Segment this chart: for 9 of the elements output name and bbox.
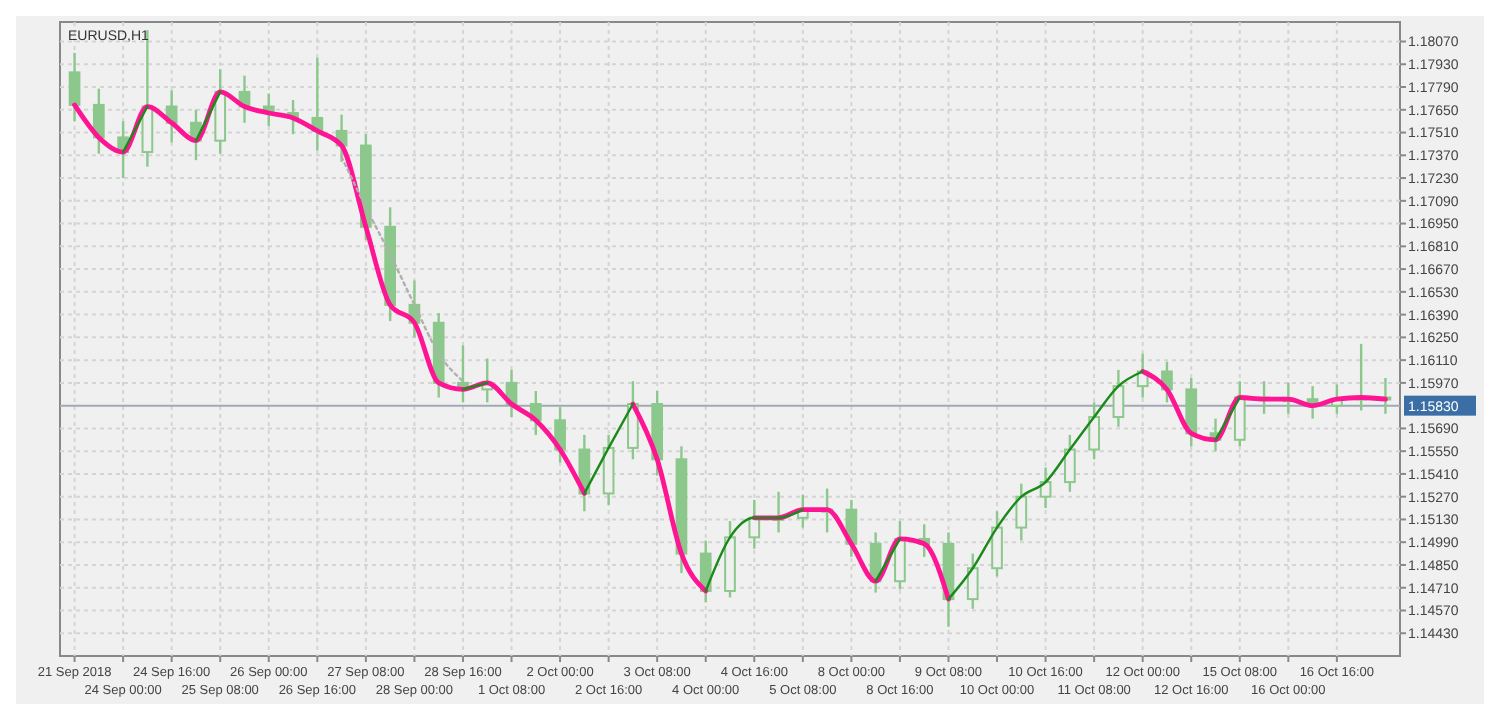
candlestick (68, 51, 81, 123)
candlestick (1088, 401, 1100, 461)
candlestick (1185, 376, 1198, 448)
candlestick (1233, 380, 1246, 448)
candlestick (1015, 482, 1028, 542)
candlestick (991, 510, 1003, 578)
candlestick (966, 552, 979, 611)
candlestick (92, 87, 105, 155)
candlestick (1064, 433, 1076, 494)
